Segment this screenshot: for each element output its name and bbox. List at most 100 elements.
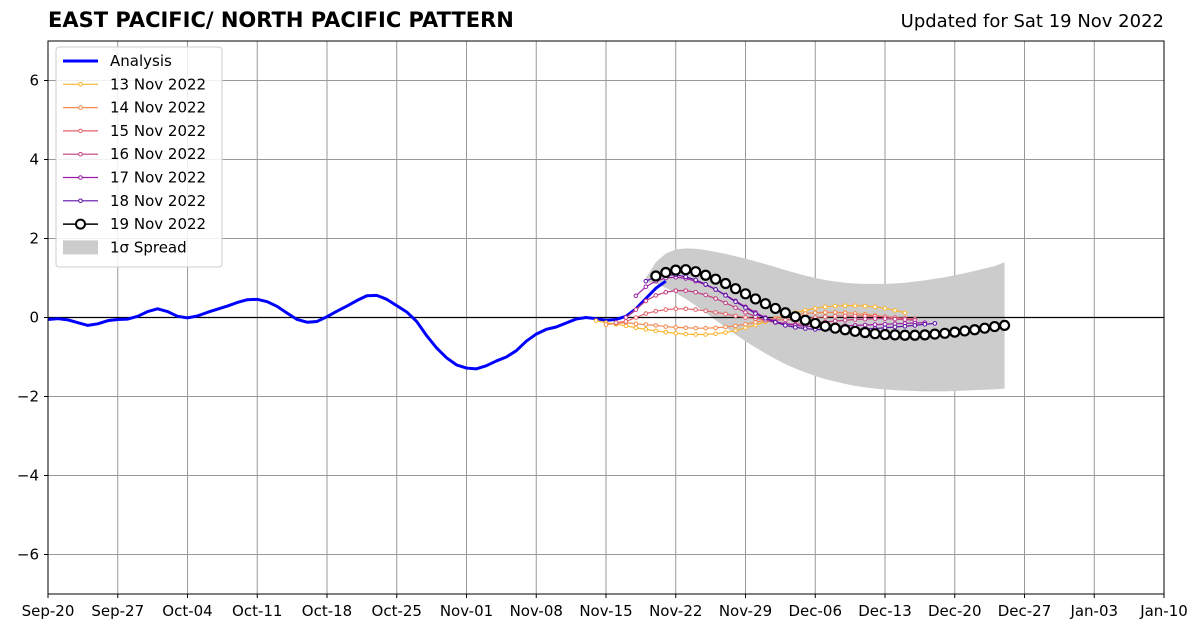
forecast-point	[633, 315, 639, 320]
forecast-point	[998, 319, 1011, 331]
forecast-point	[832, 314, 838, 319]
forecast-point	[673, 325, 679, 330]
forecast-point	[653, 328, 659, 334]
forecast-point	[633, 293, 639, 299]
x-tick-label: Oct-11	[232, 602, 282, 620]
forecast-point	[892, 324, 898, 330]
forecast-point	[799, 314, 811, 326]
forecast-point	[693, 277, 698, 283]
forecast-point	[789, 311, 801, 323]
forecast-point	[852, 317, 858, 322]
forecast-point	[939, 327, 951, 339]
forecast-point	[643, 327, 649, 332]
forecast-point	[693, 332, 698, 337]
legend-label-analysis: Analysis	[110, 52, 172, 70]
forecast-point	[623, 319, 629, 324]
x-tick-label: Dec-13	[858, 602, 912, 620]
forecast-point	[743, 315, 748, 320]
forecast-point	[673, 288, 679, 293]
forecast-point	[643, 278, 649, 284]
x-tick-label: Jan-03	[1069, 602, 1118, 620]
forecast-point	[703, 332, 708, 337]
forecast-point	[783, 323, 788, 328]
forecast-point	[693, 325, 698, 331]
legend-marker	[75, 218, 86, 230]
forecast-point	[613, 320, 619, 325]
y-tick-label: 6	[29, 72, 39, 90]
legend-marker	[78, 198, 83, 204]
forecast-point	[703, 282, 708, 287]
forecast-point	[979, 322, 991, 334]
forecast-point	[633, 307, 639, 312]
x-tick-label: Nov-29	[719, 602, 772, 620]
forecast-point	[869, 328, 881, 340]
forecast-point	[912, 323, 918, 328]
forecast-point	[892, 316, 898, 322]
x-tick-label: Dec-06	[788, 602, 842, 620]
x-tick-label: Oct-04	[162, 602, 212, 620]
forecast-point	[899, 329, 911, 341]
legend-marker	[78, 151, 83, 157]
forecast-point	[733, 328, 738, 333]
legend-label-forecast: 13 Nov 2022	[110, 75, 206, 93]
y-tick-label: −6	[17, 546, 39, 564]
x-tick-label: Nov-01	[440, 602, 493, 620]
forecast-point	[713, 325, 718, 331]
forecast-point	[683, 274, 689, 280]
legend-marker	[78, 105, 83, 110]
forecast-point	[683, 325, 689, 331]
forecast-point	[802, 326, 808, 331]
forecast-point	[859, 326, 871, 339]
y-tick-label: 4	[29, 151, 39, 169]
updated-date: Updated for Sat 19 Nov 2022	[900, 11, 1164, 32]
forecast-point	[729, 283, 742, 295]
x-tick-label: Nov-22	[649, 602, 702, 620]
forecast-point	[710, 273, 722, 285]
forecast-point	[902, 317, 908, 322]
forecast-point	[653, 293, 659, 298]
forecast-point	[693, 289, 698, 295]
legend-label-forecast: 14 Nov 2022	[110, 99, 206, 117]
forecast-point	[882, 306, 888, 311]
forecast-point	[703, 308, 708, 314]
forecast-point	[633, 325, 639, 331]
forecast-point	[763, 315, 768, 321]
legend-marker	[78, 175, 83, 180]
forecast-point	[902, 310, 908, 316]
x-tick-label: Oct-18	[302, 602, 352, 620]
legend-label-forecast: 17 Nov 2022	[110, 169, 206, 187]
forecast-point	[842, 313, 848, 319]
forecast-point	[713, 287, 718, 292]
forecast-point	[822, 310, 828, 315]
forecast-point	[812, 306, 818, 311]
forecast-point	[812, 310, 818, 316]
forecast-point	[773, 319, 778, 325]
forecast-point	[660, 266, 672, 279]
forecast-point	[733, 299, 738, 305]
legend-label-forecast: 15 Nov 2022	[110, 122, 206, 140]
forecast-point	[779, 307, 791, 319]
forecast-point	[749, 293, 762, 305]
legend-swatch-spread	[63, 240, 98, 255]
forecast-point	[832, 318, 838, 324]
forecast-point	[653, 323, 659, 328]
forecast-point	[902, 323, 908, 329]
forecast-point	[739, 288, 752, 300]
forecast-point	[719, 277, 732, 290]
forecast-point	[862, 316, 868, 322]
forecast-point	[663, 307, 669, 312]
forecast-point	[872, 316, 878, 321]
forecast-point	[793, 325, 798, 330]
forecast-point	[693, 307, 698, 312]
forecast-point	[683, 331, 689, 337]
forecast-point	[663, 329, 669, 335]
forecast-point	[932, 321, 938, 326]
legend-label-forecast: 18 Nov 2022	[110, 192, 206, 210]
forecast-point	[633, 321, 639, 327]
forecast-point	[819, 320, 831, 332]
forecast-point	[743, 305, 748, 310]
forecast-point	[663, 324, 669, 329]
forecast-point	[673, 331, 679, 336]
forecast-point	[872, 322, 878, 327]
